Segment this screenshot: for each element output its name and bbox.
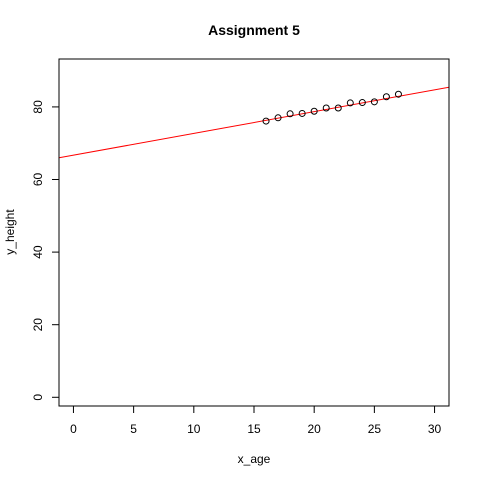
data-point xyxy=(394,90,402,98)
x-tick-label: 10 xyxy=(187,422,201,436)
y-axis-label: y_height xyxy=(3,209,17,255)
data-point xyxy=(262,117,270,125)
points-layer xyxy=(262,90,402,125)
x-tick-label: 0 xyxy=(70,422,77,436)
y-axis: 0 20 40 60 80 xyxy=(31,100,60,401)
data-point xyxy=(382,93,390,101)
y-tick-label: 60 xyxy=(31,173,45,187)
data-point xyxy=(358,99,366,107)
x-axis-label: x_age xyxy=(238,452,271,466)
y-tick-label: 20 xyxy=(31,318,45,332)
data-point xyxy=(286,110,294,118)
data-point xyxy=(346,99,354,107)
x-axis: 0 5 10 15 20 25 30 xyxy=(70,405,442,436)
data-point xyxy=(298,109,306,117)
x-tick-label: 5 xyxy=(130,422,137,436)
data-point xyxy=(274,114,282,122)
y-tick-label: 80 xyxy=(31,100,45,114)
data-point xyxy=(370,98,378,106)
x-tick-label: 15 xyxy=(247,422,261,436)
chart-title: Assignment 5 xyxy=(208,22,300,38)
x-tick-label: 25 xyxy=(368,422,382,436)
data-point xyxy=(334,104,342,112)
y-tick-label: 40 xyxy=(31,245,45,259)
x-tick-label: 30 xyxy=(428,422,442,436)
data-point xyxy=(310,107,318,115)
data-point xyxy=(322,104,330,112)
x-tick-label: 20 xyxy=(308,422,322,436)
y-tick-label: 0 xyxy=(31,394,45,401)
